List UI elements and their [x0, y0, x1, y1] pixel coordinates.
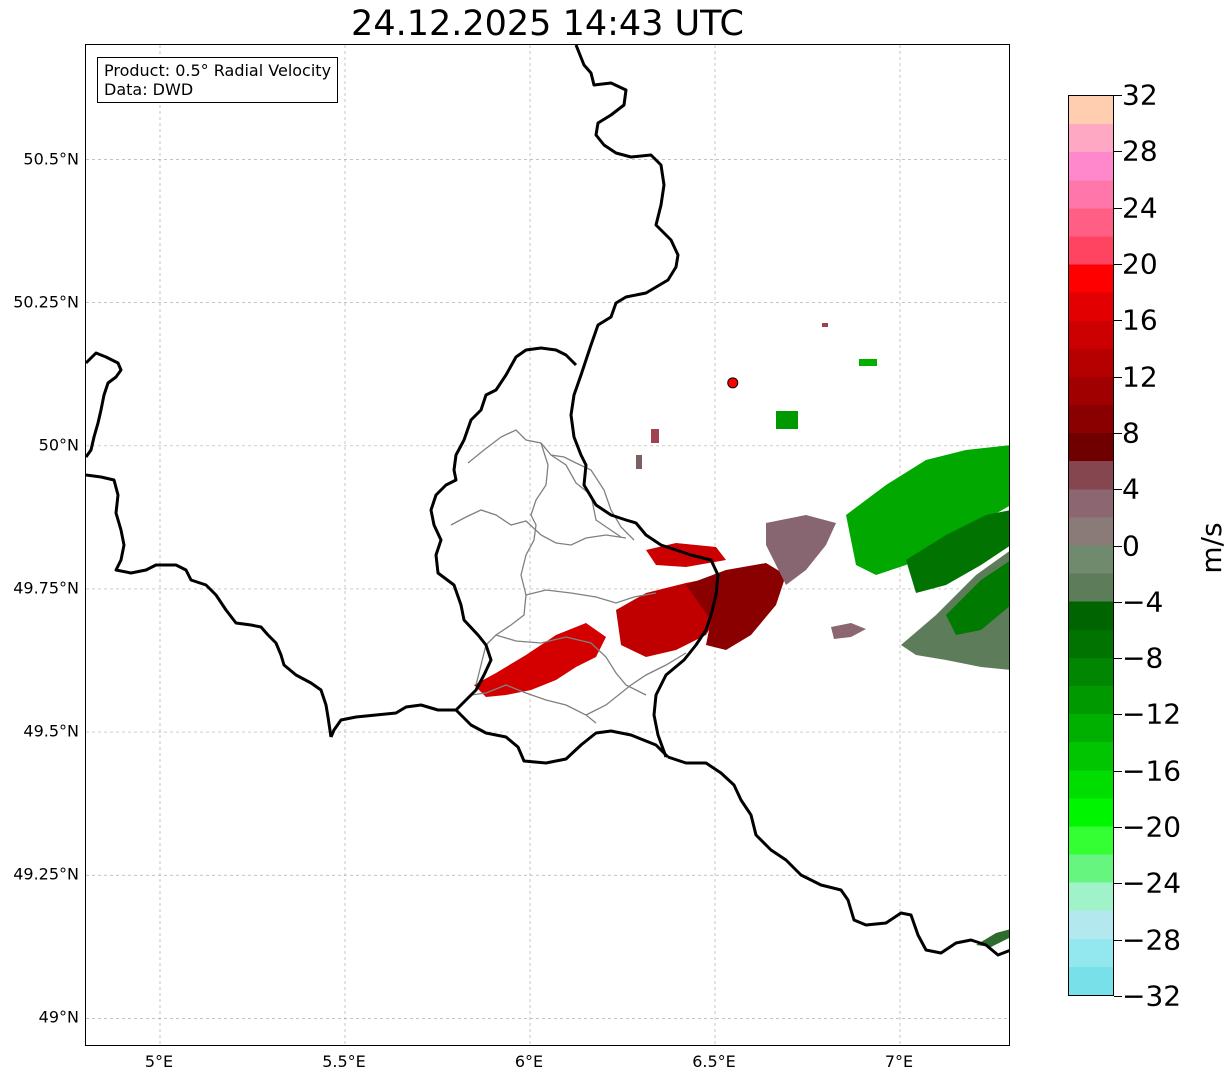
colorbar-unit-label: m/s: [1195, 522, 1225, 574]
colorbar-tick-label: −28: [1122, 923, 1182, 957]
colorbar-tick: [1114, 601, 1122, 603]
echo-region-green-ne: [846, 445, 1009, 575]
echo-region-dark-red: [686, 563, 786, 650]
colorbar-tick: [1114, 939, 1122, 941]
lat-tick-label: 50.25°N: [13, 292, 79, 312]
lon-tick-label: 7°E: [884, 1052, 914, 1071]
echo-region-green-south: [976, 929, 1009, 947]
echo-region-mauve-east: [831, 623, 866, 639]
colorbar-tick-label: −32: [1122, 979, 1182, 1013]
colorbar-tick: [1114, 770, 1122, 772]
colorbar-tick-label: −16: [1122, 754, 1182, 788]
lat-tick-label: 49.5°N: [23, 721, 79, 741]
lon-tick-label: 6°E: [514, 1052, 544, 1071]
radar-map: Product: 0.5° Radial Velocity Data: DWD: [85, 44, 1010, 1046]
colorbar-tick: [1114, 545, 1122, 547]
echo-speck-mauve-1: [651, 429, 659, 443]
velocity-echoes-outbound: [474, 543, 786, 697]
colorbar-tick-label: −20: [1122, 810, 1182, 844]
colorbar-tick: [1114, 432, 1122, 434]
lat-tick-label: 49.25°N: [13, 864, 79, 884]
lon-tick-label: 6.5°E: [692, 1052, 736, 1071]
lat-tick-label: 49.75°N: [13, 578, 79, 598]
country-borders: [86, 45, 1009, 957]
colorbar-tick-label: 16: [1122, 303, 1158, 337]
colorbar-tick: [1114, 883, 1122, 885]
border-belgium-france-west: [86, 473, 333, 738]
colorbar-tick-label: 12: [1122, 360, 1158, 394]
info-box: Product: 0.5° Radial Velocity Data: DWD: [97, 57, 339, 103]
lon-tick-label: 5.5°E: [322, 1052, 366, 1071]
gridlines: [86, 45, 1009, 1045]
colorbar-tick-label: −12: [1122, 697, 1182, 731]
admin-boundaries: [450, 429, 687, 724]
colorbar-tick: [1114, 827, 1122, 829]
colorbar-tick: [1114, 207, 1122, 209]
colorbar-tick-label: 28: [1122, 134, 1158, 168]
colorbar-tick-label: 8: [1122, 416, 1140, 450]
echo-region-mauve: [766, 515, 836, 585]
map-canvas: [86, 45, 1009, 1045]
product-label: Product: 0.5° Radial Velocity: [104, 61, 332, 80]
colorbar-tick: [1114, 320, 1122, 322]
colorbar-tick: [1114, 489, 1122, 491]
echo-speck-mauve-2: [636, 455, 642, 469]
echo-speck-red-1: [822, 323, 828, 327]
colorbar-tick: [1114, 151, 1122, 153]
colorbar: [1068, 95, 1114, 996]
colorbar-tick-label: 4: [1122, 472, 1140, 506]
colorbar-tick-label: −4: [1122, 585, 1164, 619]
colorbar-tick: [1114, 376, 1122, 378]
echo-region-red-north: [646, 543, 726, 567]
lat-tick-label: 49°N: [38, 1007, 79, 1027]
echo-region-green-band: [906, 510, 1009, 593]
echo-region-green-inner: [946, 561, 1009, 635]
echo-speck-green-1: [859, 359, 877, 366]
colorbar-tick: [1114, 263, 1122, 265]
lat-tick-label: 50°N: [38, 435, 79, 455]
velocity-echoes-inbound: [636, 323, 1009, 947]
colorbar-tick-label: 24: [1122, 191, 1158, 225]
echo-speck-green-2: [776, 411, 798, 429]
lon-tick-label: 5°E: [144, 1052, 174, 1071]
colorbar-tick: [1114, 996, 1122, 997]
lat-tick-label: 50.5°N: [23, 149, 79, 168]
echo-region-red-west: [474, 623, 606, 697]
radar-site-marker: [727, 377, 739, 389]
colorbar-tick-label: 20: [1122, 247, 1158, 281]
colorbar-tick-label: −24: [1122, 866, 1182, 900]
source-label: Data: DWD: [104, 80, 194, 99]
colorbar-tick: [1114, 658, 1122, 660]
border-belgium-france-northwest: [86, 351, 123, 458]
velocity-echoes-neutral: [766, 515, 866, 639]
border-germany-belgium: [569, 45, 720, 758]
colorbar-tick-label: 32: [1122, 78, 1158, 112]
border-luxembourg-france: [454, 708, 670, 765]
colorbar-tick-label: −8: [1122, 641, 1164, 675]
colorbar-tick-label: 0: [1122, 529, 1140, 562]
border-france-germany: [667, 755, 1009, 957]
border-luxembourg-belgium: [329, 346, 578, 738]
colorbar-tick: [1114, 95, 1122, 96]
colorbar-tick: [1114, 714, 1122, 716]
chart-title: 24.12.2025 14:43 UTC: [351, 4, 744, 44]
